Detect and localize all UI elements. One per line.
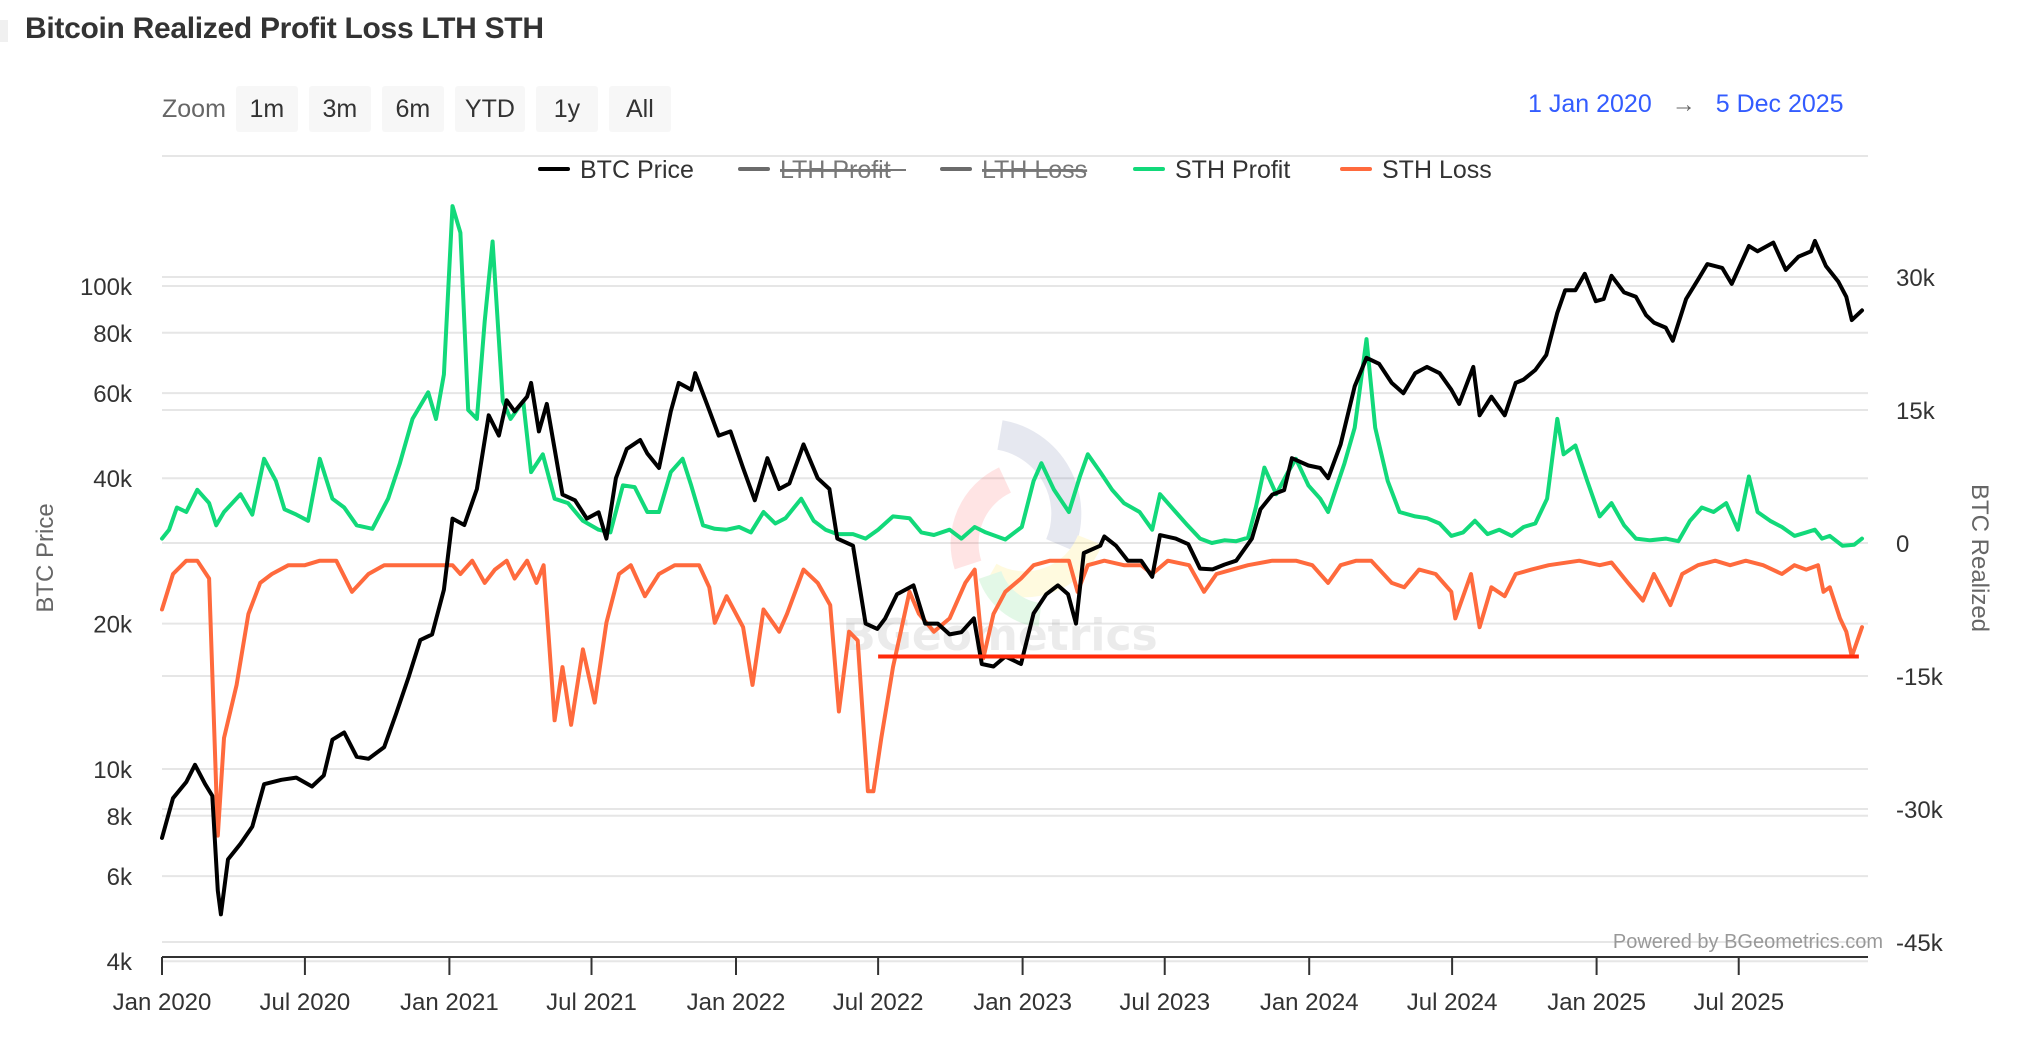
x-tick-label: Jan 2021 [400,989,499,1016]
x-tick-label: Jan 2022 [687,989,786,1016]
chart-title: Bitcoin Realized Profit Loss LTH STH [25,12,544,45]
x-tick-label: Jan 2025 [1547,989,1646,1016]
right-tick-label: -15k [1896,664,1944,691]
zoom-1y-button[interactable]: 1y [535,86,598,132]
zoom-ytd-button[interactable]: YTD [454,86,525,132]
legend-label: BTC Price [580,156,694,184]
legend-item-lth-loss[interactable]: LTH Loss [940,156,1087,184]
left-tick-label: 40k [93,466,133,493]
legend-item-sth-loss[interactable]: STH Loss [1340,156,1492,184]
legend-label: STH Loss [1382,156,1492,184]
right-tick-label: 0 [1896,531,1909,558]
watermark-text: BGeometrics [842,610,1158,661]
x-tick-label: Jul 2024 [1407,989,1498,1016]
x-tick-label: Jul 2025 [1693,989,1784,1016]
x-tick-label: Jul 2023 [1119,989,1210,1016]
zoom-6m-button[interactable]: 6m [381,86,444,132]
zoom-all-button[interactable]: All [608,86,671,132]
legend-item-btc-price[interactable]: BTC Price [538,156,694,184]
series-group [160,204,1864,917]
zoom-1m-button[interactable]: 1m [235,86,298,132]
series-line-sth-profit [160,204,1864,548]
left-axis-title: BTC Price [32,503,59,612]
legend: BTC Price LTH Profit LTH Loss STH Profit STH… [538,156,1492,184]
left-tick-label: 60k [93,381,133,408]
arrow-right-icon: → [1671,90,1696,118]
left-tick-label: 20k [93,612,133,639]
right-tick-label: -30k [1896,797,1944,824]
x-tick-label: Jan 2020 [113,989,212,1016]
right-tick-label: -45k [1896,930,1944,957]
legend-label: STH Profit [1175,156,1290,184]
left-tick-label: 10k [93,757,133,784]
right-axis-title: BTC Realized [1966,484,1993,632]
watermark: BGeometrics [842,420,1158,661]
left-tick-label: 8k [107,804,133,831]
right-tick-label: 15k [1896,398,1936,425]
range-from-input[interactable]: 1 Jan 2020 [1528,90,1652,118]
x-tick-label: Jul 2021 [546,989,637,1016]
zoom-3m-button[interactable]: 3m [308,86,371,132]
watermark-logo-arc-red [950,467,1012,570]
axes: 4k 6k 8k 10k 20k 40k 60k 80k 100k -45k -30k -15k 0 15… [80,265,1944,1016]
right-tick-label: 30k [1896,265,1936,292]
credit-link: Powered by BGeometrics.com [1613,931,1883,953]
title-marker [0,20,8,42]
x-tick-label: Jan 2024 [1260,989,1359,1016]
legend-item-sth-profit[interactable]: STH Profit [1133,156,1290,184]
legend-item-lth-profit[interactable]: LTH Profit [738,156,906,184]
x-tick-label: Jul 2020 [260,989,351,1016]
x-tick-label: Jul 2022 [833,989,924,1016]
left-tick-label: 80k [93,321,133,348]
zoom-label: Zoom [162,94,226,123]
range-to-input[interactable]: 5 Dec 2025 [1715,90,1844,118]
left-tick-label: 6k [107,864,133,891]
x-tick-label: Jan 2023 [973,989,1072,1016]
left-tick-label: 100k [80,274,133,301]
zoom-bar: Zoom 1m 3m 6m YTD 1y All [162,86,682,132]
watermark-logo-arc-gray [996,420,1082,551]
series-line-sth-loss [160,558,1864,838]
date-range: 1 Jan 2020 → 5 Dec 2025 [1528,90,1844,119]
left-tick-label: 4k [107,949,133,976]
